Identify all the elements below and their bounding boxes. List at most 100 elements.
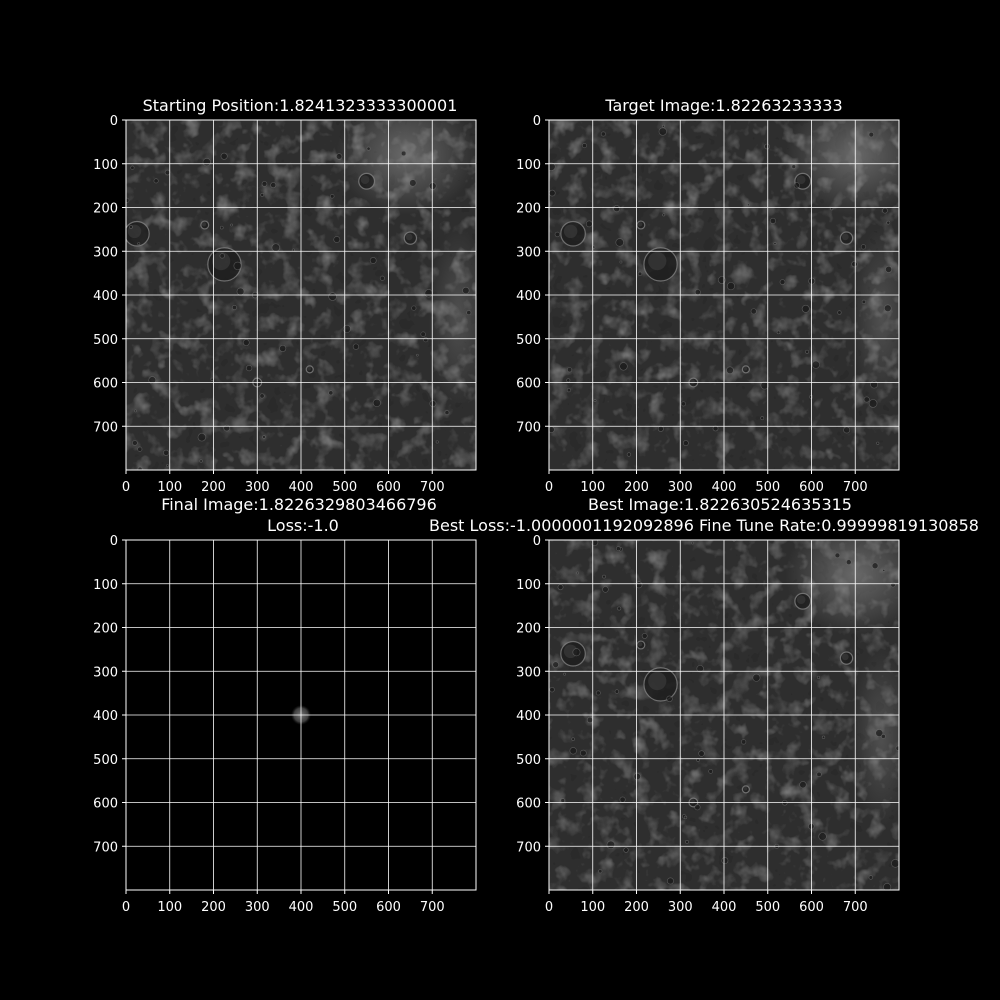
small-crater xyxy=(153,178,159,184)
small-crater xyxy=(134,409,137,413)
x-tick-label: 700 xyxy=(420,900,445,915)
small-crater xyxy=(435,440,439,444)
x-tick-label: 500 xyxy=(332,480,357,495)
image-axes: 0 100 200 300 400 500 600 700 0 100 200 300 400 500 60… xyxy=(516,534,900,915)
small-crater xyxy=(352,343,360,350)
x-tick-label: 0 xyxy=(122,900,130,915)
small-crater xyxy=(566,388,572,393)
small-crater xyxy=(245,365,253,372)
y-tick-label: 500 xyxy=(516,753,541,768)
panel-final-image: Final Image:1.8226329803466796 Loss:-1.0… xyxy=(93,495,477,915)
small-crater xyxy=(137,466,143,470)
small-crater xyxy=(259,393,265,399)
x-tick-label: 200 xyxy=(624,900,649,915)
crater xyxy=(636,640,646,650)
small-crater xyxy=(884,304,892,312)
small-crater xyxy=(691,541,695,545)
small-crater xyxy=(818,832,827,841)
small-crater xyxy=(726,282,735,291)
y-tick-label: 0 xyxy=(110,114,118,129)
y-tick-label: 0 xyxy=(533,534,541,549)
crater xyxy=(741,365,750,374)
small-crater xyxy=(868,399,878,408)
small-crater xyxy=(712,425,719,432)
small-crater xyxy=(335,153,343,160)
small-crater xyxy=(420,331,426,337)
small-crater xyxy=(199,459,203,463)
x-tick-label: 500 xyxy=(755,480,780,495)
x-tick-label: 500 xyxy=(755,900,780,915)
small-crater xyxy=(585,220,593,228)
small-crater xyxy=(868,131,875,138)
crater xyxy=(643,247,678,282)
small-crater xyxy=(886,220,891,225)
small-crater xyxy=(662,124,665,128)
small-crater xyxy=(657,425,664,432)
y-tick-label: 700 xyxy=(516,420,541,435)
x-tick-label: 200 xyxy=(624,480,649,495)
y-tick-label: 400 xyxy=(93,289,118,304)
small-crater xyxy=(619,796,626,803)
small-crater xyxy=(379,275,385,281)
small-crater xyxy=(595,690,601,696)
y-tick-label: 600 xyxy=(516,377,541,392)
panel-starting-position: Starting Position:1.8241323333300001 0 10… xyxy=(93,96,477,495)
small-crater xyxy=(845,559,852,565)
small-crater xyxy=(895,745,899,751)
x-tick-label: 400 xyxy=(712,480,737,495)
x-tick-label: 100 xyxy=(580,900,605,915)
small-crater xyxy=(231,305,237,310)
small-crater xyxy=(552,661,559,668)
small-crater xyxy=(148,376,157,384)
small-crater xyxy=(791,164,796,169)
small-crater xyxy=(242,339,250,346)
small-crater xyxy=(466,310,472,316)
y-tick-label: 100 xyxy=(93,578,118,593)
small-crater xyxy=(569,747,577,755)
small-crater xyxy=(750,308,757,315)
y-tick-label: 500 xyxy=(516,333,541,348)
y-tick-label: 400 xyxy=(516,289,541,304)
y-tick-label: 200 xyxy=(516,202,541,217)
small-crater xyxy=(799,781,807,789)
small-crater xyxy=(779,279,786,285)
small-crater xyxy=(593,399,597,402)
image-content xyxy=(126,120,476,470)
y-tick-label: 700 xyxy=(93,840,118,855)
small-crater xyxy=(860,244,866,250)
small-crater xyxy=(870,380,879,389)
small-crater xyxy=(572,648,581,657)
small-crater xyxy=(616,546,621,551)
y-tick-label: 400 xyxy=(516,709,541,724)
small-crater xyxy=(726,366,734,375)
x-tick-label: 300 xyxy=(245,480,270,495)
small-crater xyxy=(752,673,761,682)
crater xyxy=(794,592,812,610)
x-tick-label: 600 xyxy=(376,480,401,495)
crater xyxy=(358,172,376,190)
small-crater xyxy=(580,749,587,757)
small-crater xyxy=(424,289,433,298)
y-tick-label: 300 xyxy=(93,665,118,680)
small-crater xyxy=(871,562,879,570)
panel-title: Target Image:1.82263233333 xyxy=(604,96,842,115)
small-crater xyxy=(764,143,770,150)
x-tick-label: 700 xyxy=(843,900,868,915)
y-tick-label: 400 xyxy=(93,709,118,724)
y-tick-label: 0 xyxy=(533,114,541,129)
small-crater xyxy=(626,452,632,457)
small-crater xyxy=(137,446,143,452)
small-crater xyxy=(613,205,621,213)
small-crater xyxy=(219,225,224,230)
x-tick-label: 700 xyxy=(843,480,868,495)
small-crater xyxy=(641,633,648,639)
small-crater xyxy=(210,377,214,381)
panel-title: Best Image:1.822630524635315 xyxy=(588,495,852,514)
x-tick-label: 300 xyxy=(668,900,693,915)
small-crater xyxy=(747,203,750,207)
x-tick-label: 0 xyxy=(545,480,553,495)
small-crater xyxy=(279,344,287,352)
small-crater xyxy=(166,464,169,467)
small-crater xyxy=(581,143,587,149)
